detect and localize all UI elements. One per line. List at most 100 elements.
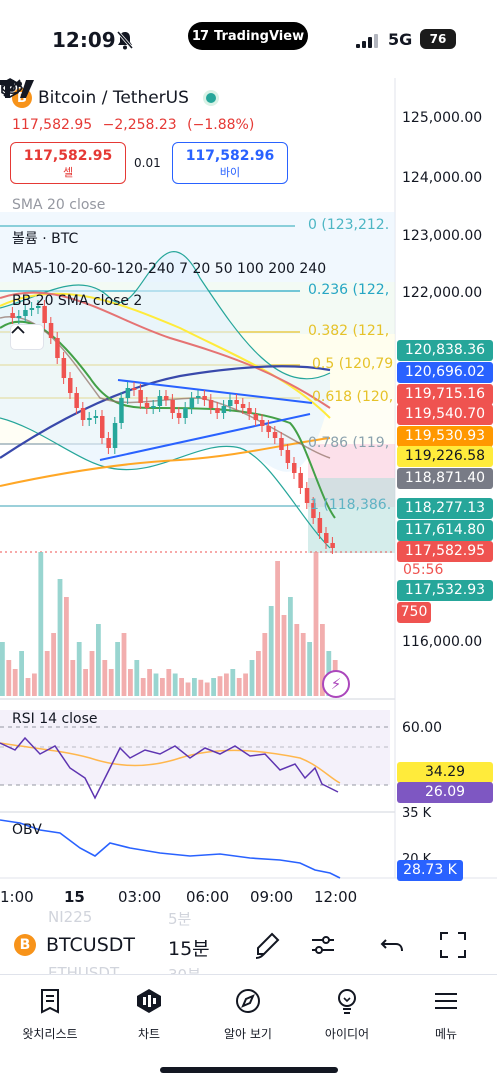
volume-bar — [236, 678, 242, 696]
lightning-icon[interactable]: ⚡ — [322, 670, 350, 698]
sell-button[interactable]: 117,582.95 셀 — [10, 142, 126, 184]
ghost-symbol: NI225 — [48, 908, 93, 926]
volume-bar — [217, 676, 223, 696]
collapse-legend-button[interactable] — [10, 324, 44, 350]
fib-level-label: 1 (118,386. — [310, 497, 392, 513]
price-tag: 117,582.95 — [397, 541, 493, 562]
bb-indicator-label[interactable]: BB 20 SMA close 2 — [12, 293, 143, 309]
price-tag: 119,226.58 — [397, 446, 493, 467]
candle-body — [16, 316, 22, 318]
volume-bar — [51, 633, 56, 696]
candle-body — [61, 358, 67, 378]
symbol-title[interactable]: Bitcoin / TetherUS — [38, 88, 189, 108]
lightbulb-icon — [338, 989, 356, 1014]
trend-channel-upper[interactable] — [117, 379, 313, 404]
volume-bar — [32, 673, 37, 696]
candle-body — [170, 400, 175, 413]
volume-indicator-label[interactable]: 볼륨 · BTC — [12, 231, 79, 247]
bollinger-upper — [0, 250, 331, 380]
price-axis-label: 116,000.00 — [402, 634, 483, 650]
undo-icon[interactable] — [378, 930, 408, 960]
volume-bar — [25, 678, 31, 696]
volume-bar — [57, 579, 63, 696]
tradingview-logo-icon: 17 — [191, 28, 209, 44]
price-axis-label: 122,000.00 — [402, 285, 483, 301]
volume-bar — [268, 606, 274, 696]
rsi-indicator-label[interactable]: RSI 14 close — [12, 711, 98, 727]
rsi-signal-line — [0, 742, 341, 784]
candle-body — [144, 403, 150, 408]
volume-bar — [134, 660, 140, 696]
volume-bar — [179, 678, 184, 696]
volume-bar — [12, 669, 18, 696]
chart-icon — [137, 989, 161, 1013]
spread-value: 0.01 — [134, 156, 161, 170]
volume-bar — [262, 633, 268, 696]
candle-body — [279, 438, 284, 450]
nav-ideas[interactable]: 아이디어 — [297, 987, 397, 1042]
nav-watchlist[interactable]: 왓치리스트 — [0, 987, 100, 1042]
symbol-search-button[interactable]: BTCUSDT — [46, 934, 135, 956]
symbol-header[interactable]: B Bitcoin / TetherUS — [12, 88, 219, 108]
volume-bar — [249, 660, 255, 696]
price-change-line: 117,582.95 −2,258.23 (−1.88%) — [12, 117, 260, 133]
volume-bar — [281, 615, 287, 696]
nav-explore[interactable]: 알아 보기 — [198, 987, 298, 1042]
price-tag: 28.73 K — [397, 860, 463, 881]
obv-indicator-label[interactable]: OBV — [12, 822, 42, 838]
candle-body — [132, 388, 137, 390]
price-tag: 117,614.80 — [397, 520, 493, 541]
tradingview-pill: 17 TradingView — [188, 22, 308, 50]
candle-body — [36, 306, 41, 308]
candle-body — [23, 310, 28, 316]
price-change: −2,258.23 — [102, 117, 177, 133]
nav-menu[interactable]: 메뉴 — [396, 987, 496, 1042]
ma-indicator-label[interactable]: MA5-10-20-60-120-240 7 20 50 100 200 240 — [12, 261, 327, 277]
volume-bar — [198, 679, 204, 696]
candle-body — [119, 398, 124, 423]
chart-area[interactable]: B Bitcoin / TetherUS 117,582.95 −2,258.2… — [0, 78, 497, 908]
sma-indicator-label[interactable]: SMA 20 close — [12, 197, 106, 213]
volume-bar — [192, 678, 197, 696]
candle-body — [10, 313, 15, 318]
candlestick-series — [10, 300, 335, 554]
candle-body — [330, 543, 335, 548]
interval-button[interactable]: 15분 — [168, 938, 210, 960]
obv-line — [0, 819, 341, 879]
price-tag: 117,532.93 — [397, 580, 493, 601]
ma-line-orange — [0, 437, 331, 487]
volume-bar — [160, 678, 165, 696]
volume-bar — [204, 682, 210, 696]
settings-hex-icon[interactable] — [0, 78, 20, 98]
ma-line-red — [0, 291, 331, 409]
candle-body — [304, 488, 310, 503]
candle-body — [260, 420, 265, 426]
candle-body — [247, 408, 252, 414]
network-type: 5G — [388, 30, 413, 49]
candle-body — [112, 423, 118, 448]
brush-icon[interactable] — [252, 930, 282, 960]
fullscreen-icon[interactable] — [438, 930, 468, 960]
candle-body — [272, 432, 278, 438]
volume-bar — [224, 673, 229, 696]
price-tag: 119,540.70 — [397, 404, 493, 425]
compass-icon — [236, 989, 260, 1013]
price-tag: 05:56 — [403, 562, 444, 578]
candle-body — [202, 396, 207, 400]
volume-bar — [89, 651, 95, 696]
price-axis-label: 123,000.00 — [402, 228, 483, 244]
trend-channel-lower[interactable] — [99, 413, 311, 461]
price-chart-canvas[interactable] — [0, 78, 497, 908]
nav-chart[interactable]: 차트 — [99, 987, 199, 1042]
sliders-icon[interactable] — [308, 930, 338, 960]
candle-body — [240, 404, 246, 408]
candle-body — [138, 390, 143, 403]
last-price: 117,582.95 — [12, 117, 93, 133]
nav-label: 메뉴 — [434, 1027, 458, 1041]
chevron-up-icon — [11, 325, 25, 334]
buy-button[interactable]: 117,582.96 바이 — [172, 142, 288, 184]
candle-body — [87, 418, 92, 420]
nav-label: 알아 보기 — [224, 1027, 272, 1041]
volume-bar — [307, 642, 312, 696]
volume-bar — [147, 669, 152, 696]
